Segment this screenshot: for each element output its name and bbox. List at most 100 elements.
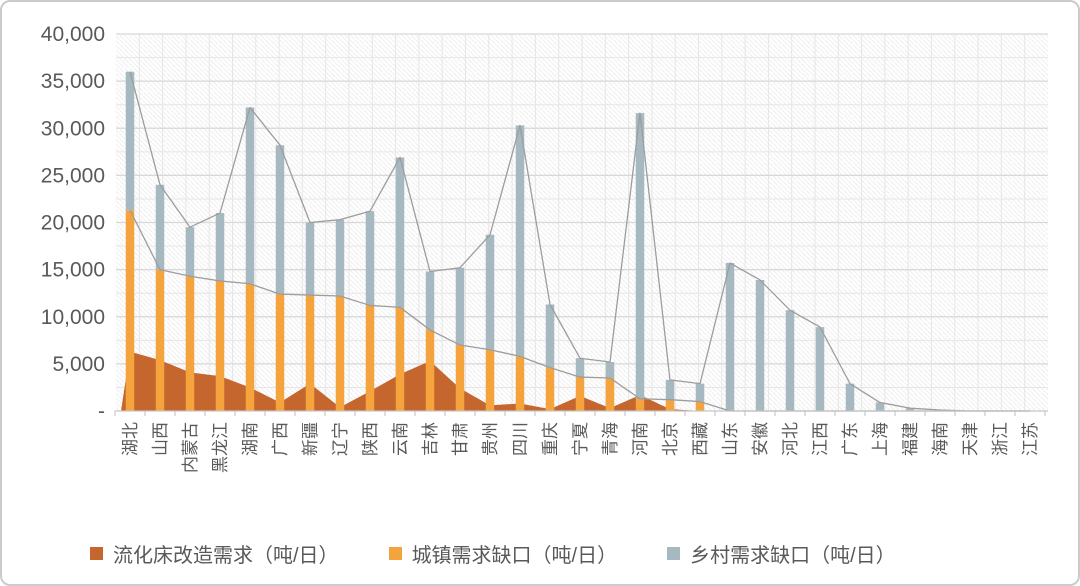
rural-bar xyxy=(575,358,585,378)
urban-bar xyxy=(215,280,225,411)
rural-bar xyxy=(545,304,555,368)
urban-bar xyxy=(155,269,165,411)
x-axis-label: 天津 xyxy=(961,422,980,456)
y-axis-tick-label: 15,000 xyxy=(41,259,105,282)
x-axis-label: 新疆 xyxy=(301,422,320,456)
urban-bar xyxy=(605,378,615,411)
legend-item-urban: 城镇需求缺口（吨/日） xyxy=(388,539,618,568)
x-axis-label: 青海 xyxy=(601,422,620,456)
urban-bar xyxy=(185,276,195,411)
urban-bar xyxy=(305,295,315,411)
y-axis-tick-label: 25,000 xyxy=(41,164,105,187)
x-axis-label: 河北 xyxy=(781,422,800,456)
y-axis-tick-label: 20,000 xyxy=(41,212,105,235)
x-axis-label: 广东 xyxy=(841,422,860,456)
rural-bar xyxy=(605,361,615,379)
rural-bar xyxy=(755,279,765,411)
urban-bar xyxy=(245,283,255,411)
x-axis-label: 北京 xyxy=(661,422,680,456)
rural-bar xyxy=(725,263,735,411)
x-axis-label: 甘肃 xyxy=(451,422,470,456)
stacked-bars xyxy=(125,71,945,411)
legend-label-rural: 乡村需求缺口（吨/日） xyxy=(690,545,896,567)
rural-bar xyxy=(695,383,705,402)
x-axis-label: 内蒙古 xyxy=(181,422,200,473)
rural-bar xyxy=(275,145,285,295)
rural-bar xyxy=(245,107,255,284)
rural-bar xyxy=(485,234,495,350)
urban-bar xyxy=(275,294,285,411)
x-axis-label: 湖南 xyxy=(241,422,260,456)
x-axis-label: 云南 xyxy=(391,422,410,456)
retrofit-area-series xyxy=(121,351,1030,411)
legend-label-urban: 城镇需求缺口（吨/日） xyxy=(411,545,618,567)
urban-bar xyxy=(515,356,525,411)
x-axis-label: 浙江 xyxy=(991,422,1010,456)
x-axis-label: 重庆 xyxy=(541,422,560,456)
y-axis-tick-label: 5,000 xyxy=(52,353,105,376)
rural-bar xyxy=(215,213,225,281)
rural-series-swatch-icon xyxy=(667,547,681,560)
rural-bar xyxy=(155,184,165,270)
x-axis-label: 江西 xyxy=(811,422,830,456)
x-axis-label: 湖北 xyxy=(121,422,140,456)
urban-bar xyxy=(635,398,645,411)
x-axis-label: 河南 xyxy=(631,422,650,456)
x-axis-label: 江苏 xyxy=(1021,422,1040,456)
rural-bar xyxy=(515,125,525,357)
urban-bar xyxy=(455,345,465,411)
x-axis-label: 西藏 xyxy=(691,422,710,456)
rural-bar xyxy=(335,219,345,297)
rural-bar xyxy=(305,222,315,296)
x-axis-label: 辽宁 xyxy=(331,422,350,456)
x-axis-label: 四川 xyxy=(511,422,530,456)
x-axis-label: 宁夏 xyxy=(571,422,590,456)
rural-bar xyxy=(635,113,645,399)
rural-bar xyxy=(395,157,405,308)
legend-item-rural: 乡村需求缺口（吨/日） xyxy=(667,539,896,568)
rural-bar xyxy=(875,402,885,411)
rural-bar xyxy=(455,267,465,346)
urban-bar xyxy=(425,329,435,411)
x-axis-label: 山东 xyxy=(721,422,740,456)
legend-item-retrofit: 流化床改造需求（吨/日） xyxy=(90,539,339,568)
rural-bar xyxy=(665,379,675,400)
rural-bar xyxy=(815,327,825,411)
x-axis-label: 吉林 xyxy=(421,422,440,456)
urban-bar xyxy=(545,367,555,411)
x-axis-label: 陕西 xyxy=(361,422,380,456)
rural-bar xyxy=(905,408,915,411)
x-axis-label: 广西 xyxy=(271,422,290,456)
chart-legend: 流化床改造需求（吨/日） 城镇需求缺口（吨/日） 乡村需求缺口（吨/日） xyxy=(90,539,896,568)
rural-bar xyxy=(845,383,855,411)
x-axis-ticks xyxy=(114,411,1046,416)
x-axis-label: 安徽 xyxy=(751,422,770,456)
urban-bar xyxy=(665,399,675,411)
urban-bar xyxy=(125,210,135,411)
y-axis-tick-label: - xyxy=(98,400,105,423)
urban-bar xyxy=(365,305,375,411)
urban-bar xyxy=(395,307,405,411)
y-axis-tick-label: 35,000 xyxy=(41,70,105,93)
x-axis-label: 海南 xyxy=(931,422,950,456)
x-axis-label: 上海 xyxy=(871,422,890,456)
urban-bar xyxy=(695,401,705,411)
rural-bar xyxy=(185,227,195,277)
urban-bar xyxy=(335,296,345,411)
urban-bar xyxy=(575,377,585,411)
urban-bar xyxy=(485,349,495,411)
y-axis-tick-label: 40,000 xyxy=(41,23,105,46)
total-line-series xyxy=(129,71,1030,412)
x-axis-label: 贵州 xyxy=(481,422,500,456)
rural-bar xyxy=(365,211,375,306)
x-axis-label: 福建 xyxy=(901,422,920,456)
rural-bar xyxy=(785,310,795,411)
retrofit-series-swatch-icon xyxy=(90,547,103,560)
urban-series-swatch-icon xyxy=(388,547,402,560)
y-axis-tick-label: 30,000 xyxy=(41,117,105,140)
x-axis-label: 黑龙江 xyxy=(211,422,230,473)
rural-bar xyxy=(425,271,435,330)
y-axis-tick-label: 10,000 xyxy=(41,306,105,329)
